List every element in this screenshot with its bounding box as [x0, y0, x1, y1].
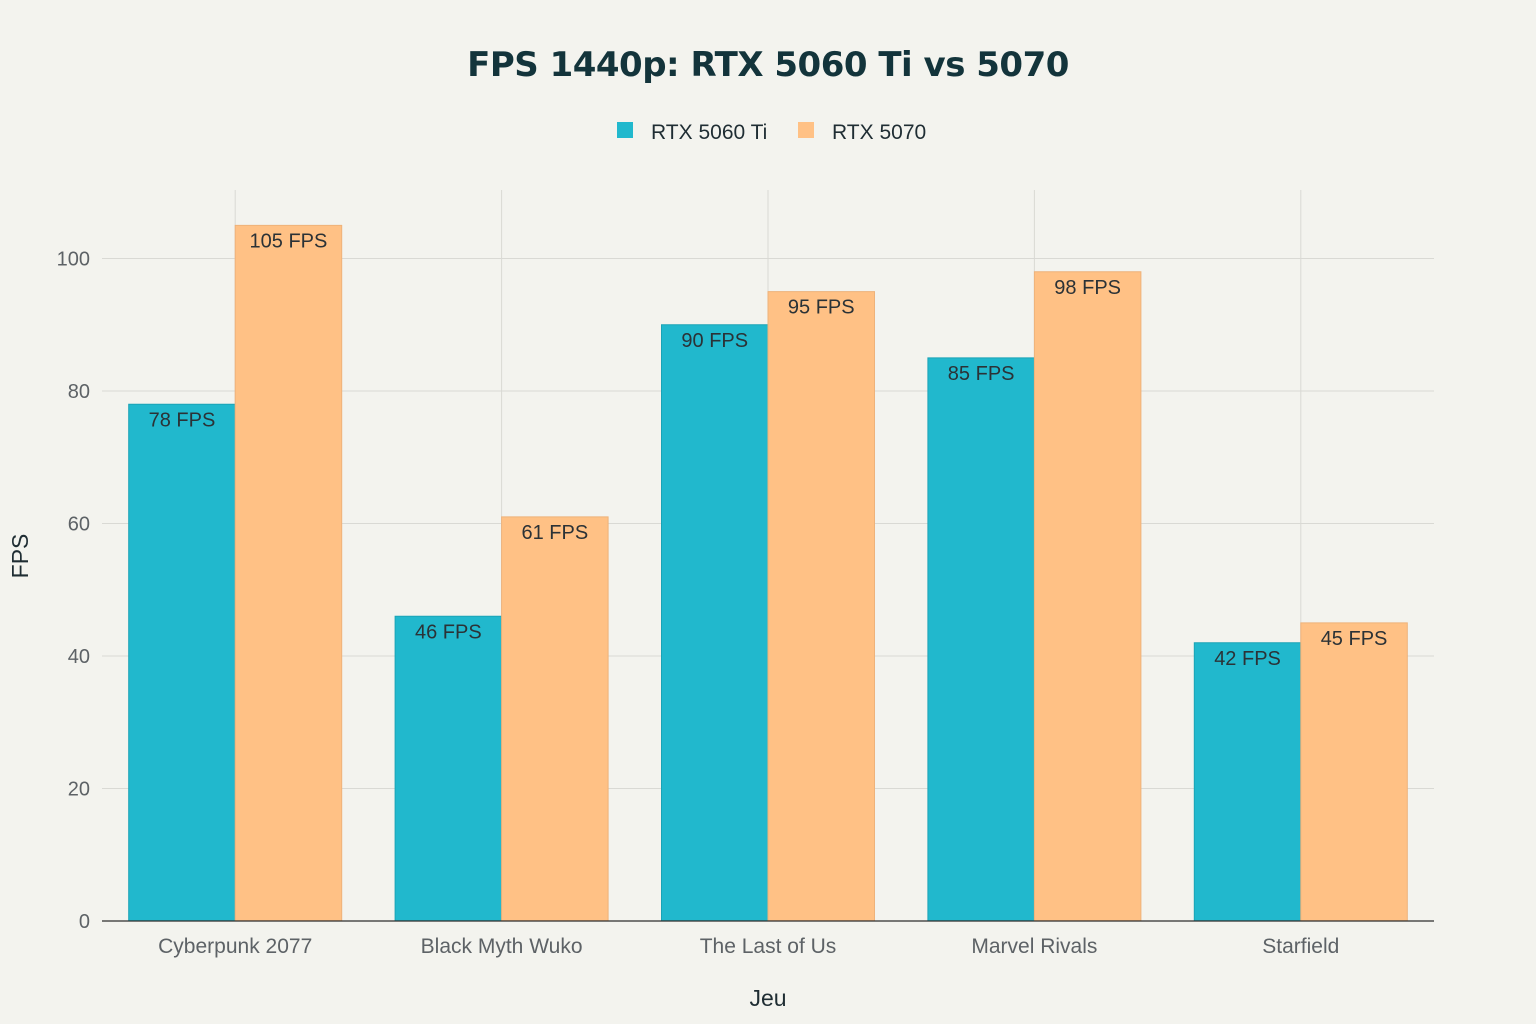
bar-rtx-5060-ti-marvel-rivals [927, 357, 1035, 922]
y-tick-label-60: 60 [68, 514, 90, 536]
bar-rtx-5070-black-myth-wuko [501, 516, 609, 922]
bar-rtx-5070-cyberpunk-2077 [234, 224, 343, 922]
y-tick-label-40: 40 [68, 646, 90, 668]
legend-swatch-rtx-5060-ti [617, 122, 633, 138]
bar-rtx-5060-ti-black-myth-wuko [394, 615, 503, 922]
bar-rtx-5070-the-last-of-us [767, 291, 875, 922]
bar-label-rtx-5060-ti-the-last-of-us: 90 FPS [681, 330, 748, 352]
bar-label-rtx-5070-marvel-rivals: 98 FPS [1054, 277, 1121, 299]
bar-rtx-5070-marvel-rivals [1033, 271, 1142, 922]
legend-label-rtx-5070: RTX 5070 [832, 121, 926, 144]
y-tick-label-20: 20 [68, 779, 90, 801]
bar-rtx-5060-ti-starfield [1193, 642, 1302, 922]
bar-label-rtx-5070-the-last-of-us: 95 FPS [788, 297, 855, 319]
x-category-label-black-myth-wuko: Black Myth Wuko [421, 935, 583, 958]
legend-swatch-rtx-5070 [798, 122, 814, 138]
bar-labels: 78 FPS 105 FPS 46 FPS 61 FPS 90 FPS 95 FPS 85 … [149, 230, 1388, 669]
bar-label-rtx-5060-ti-cyberpunk-2077: 78 FPS [149, 409, 216, 431]
bar-label-rtx-5070-black-myth-wuko: 61 FPS [521, 522, 588, 544]
bars [128, 224, 1408, 922]
x-axis-title: Jeu [749, 985, 786, 1011]
x-category-label-marvel-rivals: Marvel Rivals [971, 935, 1097, 958]
y-ticks: 0 20 40 60 80 100 [57, 249, 90, 934]
bar-label-rtx-5070-starfield: 45 FPS [1321, 628, 1388, 650]
legend: RTX 5060 Ti RTX 5070 [617, 121, 926, 144]
bar-label-rtx-5060-ti-marvel-rivals: 85 FPS [948, 363, 1015, 385]
x-category-label-starfield: Starfield [1262, 935, 1339, 958]
bar-label-rtx-5070-cyberpunk-2077: 105 FPS [250, 230, 328, 252]
chart-title: FPS 1440p: RTX 5060 Ti vs 5070 [467, 45, 1069, 85]
y-tick-label-80: 80 [68, 381, 90, 403]
x-category-label-the-last-of-us: The Last of Us [700, 935, 837, 958]
bar-rtx-5060-ti-cyberpunk-2077 [128, 403, 236, 922]
bar-label-rtx-5060-ti-starfield: 42 FPS [1214, 648, 1281, 670]
y-axis-title: FPS [7, 534, 33, 579]
x-category-label-cyberpunk-2077: Cyberpunk 2077 [158, 935, 312, 958]
x-categories: Cyberpunk 2077 Black Myth Wuko The Last of… [158, 935, 1339, 958]
y-tick-label-0: 0 [79, 911, 90, 933]
bar-rtx-5060-ti-the-last-of-us [661, 324, 769, 922]
bar-rtx-5070-starfield [1300, 622, 1408, 922]
y-tick-label-100: 100 [57, 249, 90, 271]
legend-label-rtx-5060-ti: RTX 5060 Ti [651, 121, 767, 144]
bar-label-rtx-5060-ti-black-myth-wuko: 46 FPS [415, 621, 482, 643]
